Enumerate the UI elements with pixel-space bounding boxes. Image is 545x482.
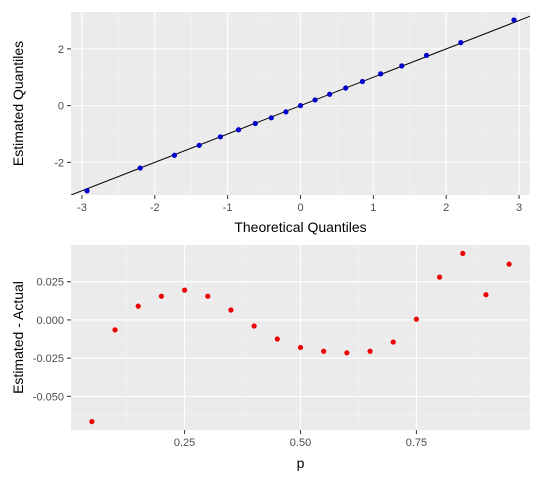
data-point	[312, 97, 318, 103]
data-point	[283, 109, 289, 115]
x-tick-label: 0	[297, 202, 303, 214]
data-point	[196, 142, 202, 148]
data-point	[297, 103, 304, 109]
data-point	[458, 40, 464, 46]
data-point	[359, 78, 366, 85]
x-tick-label: 1	[370, 202, 376, 214]
data-point	[89, 418, 95, 425]
qq-plot-panel: -3 -2 -1 0 1 2 3 -2 0 2 Theoretical Quantiles Estim…	[10, 12, 530, 235]
x-tick-label: 3	[516, 202, 522, 214]
data-point	[460, 250, 466, 257]
data-point	[436, 274, 443, 280]
data-point	[181, 287, 188, 293]
x-tick-label: 0.75	[406, 437, 427, 449]
data-point	[274, 336, 280, 342]
y-tick-label: -0.050	[33, 391, 64, 403]
data-point	[297, 344, 304, 351]
data-point	[158, 293, 165, 299]
data-point	[112, 327, 118, 333]
data-point	[511, 17, 517, 23]
y-axis-title: Estimated Quantiles	[10, 41, 26, 166]
x-tick-label: 2	[443, 202, 449, 214]
data-point	[367, 348, 373, 354]
y-tick-label: 2	[58, 44, 64, 56]
y-tick-label: 0.000	[36, 315, 64, 327]
data-point	[205, 293, 211, 299]
y-tick-label: 0.025	[36, 277, 64, 289]
data-point	[399, 63, 405, 69]
x-tick-label: 0.25	[174, 437, 195, 449]
data-point	[171, 152, 178, 158]
x-tick-label: -1	[223, 202, 233, 214]
data-point	[252, 120, 258, 127]
y-tick-label: -0.025	[33, 353, 64, 365]
y-tick-label: -2	[54, 157, 64, 169]
data-point	[413, 316, 420, 322]
data-point	[344, 350, 350, 356]
data-point	[235, 127, 242, 133]
x-tick-label: -3	[77, 202, 87, 214]
data-point	[423, 52, 430, 59]
data-point	[84, 188, 90, 194]
data-point	[321, 348, 327, 354]
x-tick-label: 0.50	[290, 437, 311, 449]
data-point	[228, 307, 234, 313]
x-tick-label: -2	[150, 202, 160, 214]
data-point	[137, 165, 143, 171]
data-point	[506, 261, 512, 267]
data-point	[327, 91, 333, 97]
x-axis-title: Theoretical Quantiles	[234, 219, 366, 235]
y-tick-label: 0	[58, 101, 64, 113]
data-point	[343, 85, 349, 91]
data-point	[390, 339, 396, 345]
x-axis-title: p	[297, 455, 305, 471]
data-point	[217, 134, 223, 140]
data-point	[251, 323, 257, 329]
y-axis-title: Estimated - Actual	[10, 281, 26, 394]
data-point	[378, 71, 384, 77]
residual-plot-panel: 0.25 0.50 0.75 -0.050 -0.025 0.000 0.025 p Estim…	[10, 245, 530, 471]
data-point	[135, 303, 141, 309]
data-point	[268, 115, 274, 121]
data-point	[483, 292, 489, 298]
